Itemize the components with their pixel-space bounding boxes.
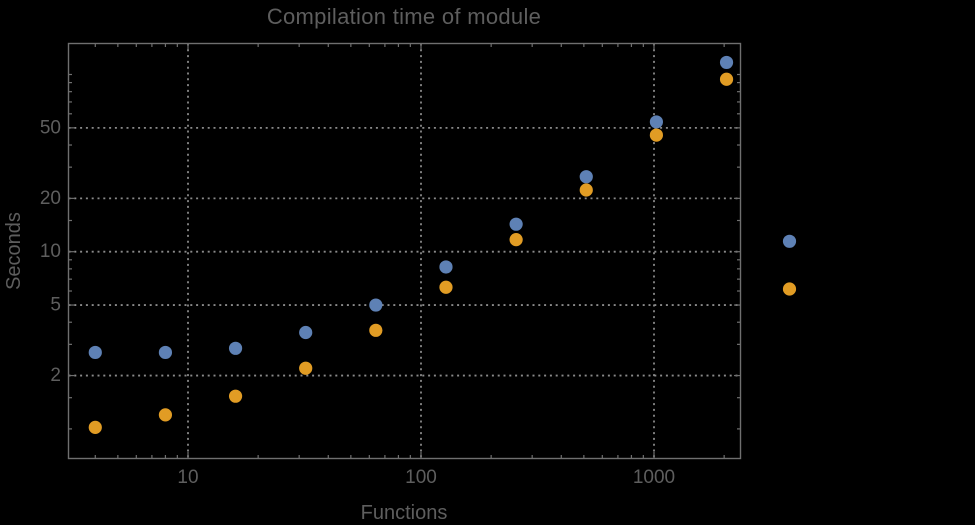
data-point-series-2	[579, 183, 593, 197]
data-point-series-1	[158, 345, 173, 360]
plot-frame	[67, 42, 742, 460]
y-tick-label: 2	[50, 365, 61, 386]
data-point-series-2	[228, 389, 243, 403]
data-point-series-1	[579, 170, 593, 184]
data-point-series-2	[369, 323, 383, 337]
data-point-series-2	[88, 420, 102, 434]
data-point-series-2	[649, 128, 663, 142]
data-point-series-1	[719, 55, 734, 70]
data-point-series-2	[509, 233, 523, 247]
x-tick-label: 1000	[633, 467, 675, 488]
data-point-series-2	[158, 408, 173, 422]
data-point-series-1	[369, 298, 383, 312]
data-point-series-1	[88, 345, 102, 360]
legend-marker-2	[782, 282, 797, 296]
x-axis-title: Functions	[360, 502, 448, 524]
legend-marker-1	[782, 234, 797, 248]
data-point-series-2	[299, 361, 313, 375]
data-point-series-2	[719, 72, 734, 86]
data-point-series-1	[299, 325, 313, 340]
x-tick-label: 100	[405, 467, 437, 488]
data-point-series-2	[439, 280, 453, 294]
data-point-series-1	[509, 217, 523, 231]
y-tick-label: 10	[40, 241, 61, 262]
y-axis-title: Seconds	[3, 212, 25, 290]
data-point-series-1	[439, 260, 453, 274]
data-point-series-1	[649, 115, 663, 129]
x-tick-label: 10	[177, 467, 198, 488]
y-tick-label: 5	[50, 295, 61, 316]
data-point-series-1	[228, 341, 243, 355]
y-tick-label: 20	[40, 188, 61, 209]
y-tick-label: 50	[40, 117, 61, 138]
chart-title: Compilation time of module	[266, 4, 542, 29]
